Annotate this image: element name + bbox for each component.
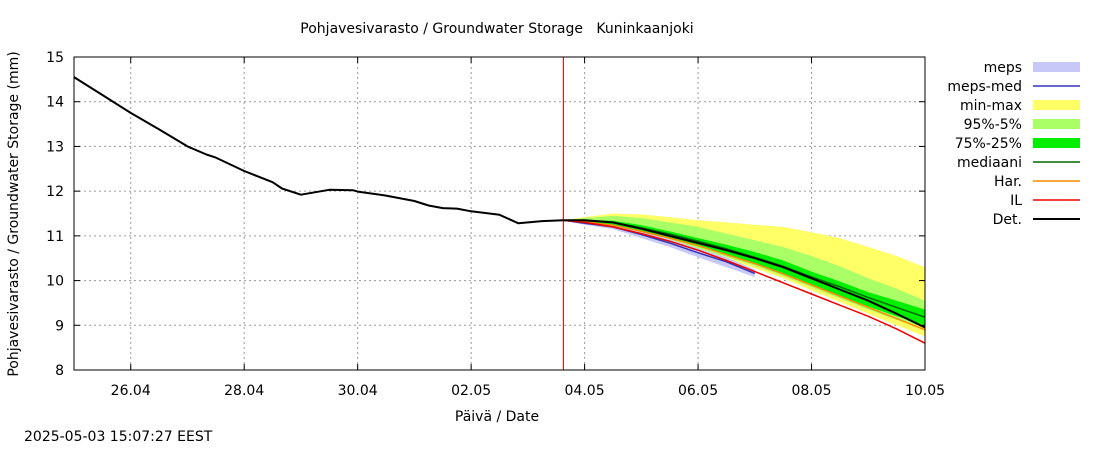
- y-tick-label: 15: [46, 50, 64, 66]
- y-tick-label: 12: [46, 184, 64, 200]
- y-tick-label: 9: [55, 318, 64, 334]
- series-har-: [563, 219, 926, 331]
- legend-label: Det.: [993, 212, 1022, 228]
- x-tick-label: 30.04: [338, 383, 378, 399]
- x-tick-label: 10.05: [905, 383, 945, 399]
- series-il: [563, 219, 926, 344]
- x-tick-label: 02.05: [451, 383, 491, 399]
- y-axis-label: Pohjavesivarasto / Groundwater Storage (…: [6, 51, 22, 376]
- timestamp: 2025-05-03 15:07:27 EEST: [24, 429, 213, 445]
- legend-swatch-min-max: [1033, 100, 1080, 110]
- legend-label: 75%-25%: [955, 136, 1022, 152]
- legend: meps meps-med min-max 95%-5% 75%-25% mediaani…: [947, 60, 1080, 228]
- y-tick-label: 11: [46, 229, 64, 245]
- legend-label: Har.: [994, 174, 1022, 190]
- plot-frame: [73, 56, 926, 371]
- legend-swatch-meps: [1033, 62, 1080, 72]
- x-tick-label: 04.05: [565, 383, 605, 399]
- observed-line: [73, 76, 564, 225]
- legend-label: meps: [984, 60, 1022, 76]
- legend-swatch-75-25-: [1033, 138, 1080, 148]
- band-min-max: [563, 213, 925, 337]
- series-det-: [563, 219, 926, 329]
- x-tick-label: 08.05: [791, 383, 831, 399]
- y-tick-label: 14: [46, 95, 64, 111]
- legend-swatch-95-5-: [1033, 119, 1080, 129]
- legend-label: IL: [1010, 193, 1022, 209]
- legend-label: min-max: [960, 98, 1022, 114]
- x-tick-label: 06.05: [678, 383, 718, 399]
- y-tick-label: 8: [55, 363, 64, 379]
- legend-label: meps-med: [947, 79, 1022, 95]
- y-tick-label: 10: [46, 274, 64, 290]
- legend-label: mediaani: [957, 155, 1022, 171]
- legend-label: 95%-5%: [964, 117, 1022, 133]
- x-tick-label: 26.04: [111, 383, 151, 399]
- x-axis-label: Päivä / Date: [455, 409, 539, 425]
- chart-title: Pohjavesivarasto / Groundwater Storage K…: [300, 21, 693, 37]
- y-tick-label: 13: [46, 139, 64, 155]
- x-tick-label: 28.04: [224, 383, 264, 399]
